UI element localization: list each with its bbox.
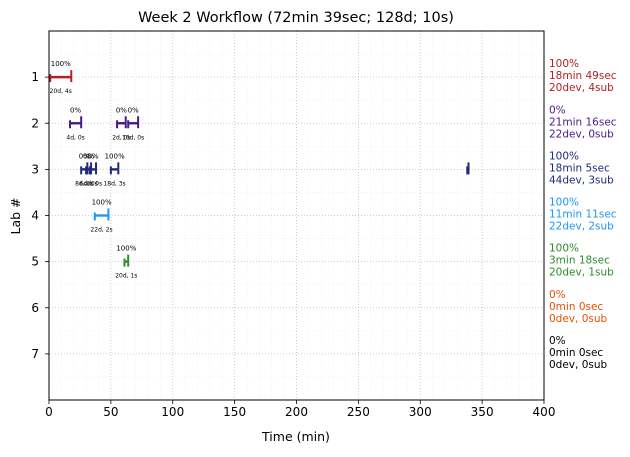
lab-3-summary-line: 44dev, 3sub: [549, 174, 614, 186]
lab-7-summary-line: 0min 0sec: [549, 347, 603, 359]
lab-7-summary-line: 0%: [549, 335, 566, 347]
x-tick-label: 50: [103, 405, 118, 419]
y-tick-label: 5: [31, 255, 39, 269]
segment-stats-label: 22d, 2s: [90, 227, 112, 234]
lab-3-segment: 100% 18d, 3s: [103, 152, 125, 187]
lab-4-summary-line: 11min 11sec: [549, 209, 617, 221]
lab-4-summary-line: 100%: [549, 197, 579, 209]
segment-percent-label: 0%: [128, 106, 139, 114]
segment-stats-label: 8d, 0s: [75, 180, 93, 187]
lab-1-summary-line: 20dev, 4sub: [549, 82, 614, 94]
segment-percent-label: 0%: [116, 106, 127, 114]
segment-stats-label: 20d, 1s: [115, 273, 137, 280]
lab-5-summary-line: 20dev, 1sub: [549, 267, 614, 279]
lab-3-summary-line: 18min 5sec: [549, 162, 610, 174]
y-tick-label: 4: [31, 209, 39, 223]
segment-percent-label: 100%: [105, 152, 125, 160]
segment-stats-label: 18d, 3s: [103, 180, 125, 187]
y-tick-label: 7: [31, 347, 39, 361]
segment-percent-label: 0%: [87, 152, 98, 160]
lab-6-summary-line: 0%: [549, 289, 566, 301]
y-tick-label: 2: [31, 116, 39, 130]
lab-2-summary-line: 0%: [549, 104, 566, 116]
x-tick-label: 150: [223, 405, 246, 419]
lab-4-summary-line: 22dev, 2sub: [549, 221, 614, 233]
segment-stats-label: 2d, 0s: [112, 134, 130, 141]
segment-percent-label: 100%: [92, 199, 112, 207]
lab-4-segment: 100% 22d, 2s: [90, 199, 112, 234]
lab-2-segment: 0% 2d, 0s: [112, 106, 130, 141]
segment-percent-label: 100%: [51, 60, 71, 68]
segment-percent-label: 0%: [70, 106, 81, 114]
lab-2-segment: 0% 4d, 0s: [66, 106, 84, 141]
segment-percent-label: 0%: [83, 152, 94, 160]
y-tick-label: 1: [31, 70, 39, 84]
x-axis-label: Time (min): [261, 429, 330, 444]
lab-5-summary-line: 3min 18sec: [549, 255, 610, 267]
segment-percent-label: 0%: [79, 152, 90, 160]
lab-3-segment: 0% 4d, 0s: [84, 152, 102, 187]
segment-stats-label: 16d, 0s: [122, 134, 144, 141]
x-tick-label: 200: [285, 405, 308, 419]
x-tick-label: 250: [347, 405, 370, 419]
plot-frame: [48, 30, 545, 401]
lab-6-summary-line: 0dev, 0sub: [549, 313, 608, 325]
segment-percent-label: 100%: [116, 245, 136, 253]
lab-5-segment: 100% 20d, 1s: [115, 245, 137, 280]
lab-2-segment: 0% 16d, 0s: [122, 106, 144, 141]
x-tick-label: 0: [45, 405, 53, 419]
chart-title: Week 2 Workflow (72min 39sec; 128d; 10s): [138, 10, 454, 26]
lab-2-summary-line: 21min 16sec: [549, 116, 617, 128]
lab-1-summary-line: 18min 49sec: [549, 70, 617, 82]
lab-5-summary-line: 100%: [549, 243, 579, 255]
x-tick-label: 350: [471, 405, 494, 419]
segment-stats-label: 20d, 4s: [50, 88, 72, 95]
x-tick-label: 400: [533, 405, 556, 419]
lab-6-summary-line: 0min 0sec: [549, 301, 603, 313]
segment-stats-label: 4d, 0s: [84, 180, 102, 187]
y-tick-label: 3: [31, 162, 39, 176]
segment-stats-label: 6d, 0s: [79, 180, 97, 187]
x-tick-label: 300: [409, 405, 432, 419]
y-tick-label: 6: [31, 301, 39, 315]
lab-2-summary-line: 22dev, 0sub: [549, 128, 614, 140]
x-tick-label: 100: [161, 405, 184, 419]
segment-stats-label: 4d, 0s: [66, 134, 84, 141]
lab-1-segment: 100% 20d, 4s: [49, 60, 73, 95]
lab-3-summary-line: 100%: [549, 150, 579, 162]
lab-1-summary-line: 100%: [549, 58, 579, 70]
lab-3-segment: [466, 162, 470, 175]
y-axis-label: Lab #: [8, 197, 23, 234]
lab-7-summary-line: 0dev, 0sub: [549, 359, 608, 371]
